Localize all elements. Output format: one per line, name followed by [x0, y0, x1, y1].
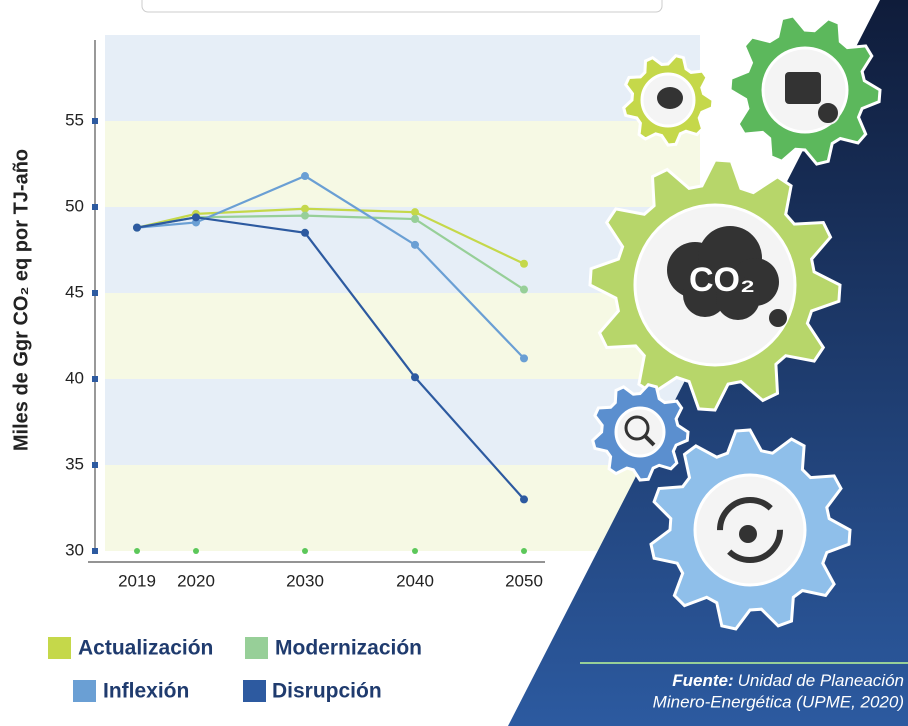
x-tick-label: 2020 — [177, 571, 215, 590]
legend-label: Inflexión — [103, 680, 189, 703]
icon-bubble — [657, 87, 683, 109]
legend-swatch — [243, 680, 266, 702]
point — [301, 228, 309, 237]
icon-calendar — [785, 72, 821, 104]
point — [411, 208, 419, 217]
icon-puff — [769, 309, 787, 327]
point — [301, 172, 309, 181]
x-tick-label: 2019 — [118, 571, 156, 590]
band — [105, 35, 700, 121]
icon-clock — [816, 101, 840, 125]
x-tick — [302, 548, 308, 554]
y-tick-label: 45 — [65, 282, 84, 301]
point — [192, 213, 200, 222]
point — [520, 354, 528, 363]
band — [105, 465, 700, 551]
y-tick — [92, 548, 98, 554]
y-tick — [92, 204, 98, 210]
source-label: Fuente: — [672, 671, 733, 690]
y-axis-label: Miles de Ggr CO₂ eq por TJ-año — [10, 149, 32, 451]
y-tick — [92, 376, 98, 382]
y-tick-label: 50 — [65, 196, 84, 215]
x-tick — [193, 548, 199, 554]
point — [520, 495, 528, 504]
point — [301, 204, 309, 213]
point — [411, 373, 419, 382]
legend-label: Actualización — [78, 637, 213, 660]
point — [520, 285, 528, 294]
icon-cycle — [717, 497, 783, 563]
x-tick — [134, 548, 140, 554]
icon-handle — [643, 434, 656, 447]
point — [133, 223, 141, 232]
point — [301, 211, 309, 220]
point — [411, 240, 419, 249]
y-tick — [92, 118, 98, 124]
y-tick-label: 40 — [65, 368, 84, 387]
icon-magnifier — [624, 415, 650, 441]
point — [520, 259, 528, 268]
legend-label: Disrupción — [272, 680, 382, 703]
x-tick-label: 2040 — [396, 571, 434, 590]
icon-cloud — [683, 273, 727, 317]
x-tick — [521, 548, 527, 554]
x-tick-label: 2050 — [505, 571, 543, 590]
source-text-2: Minero-Energética (UPME, 2020) — [653, 692, 904, 711]
y-tick — [92, 290, 98, 296]
y-tick-label: 30 — [65, 540, 84, 559]
y-tick-label: 35 — [65, 454, 84, 473]
y-tick-label: 55 — [65, 110, 84, 129]
point — [411, 215, 419, 224]
y-tick — [92, 462, 98, 468]
source: Fuente: Unidad de Planeación — [672, 671, 904, 690]
icon-cloud — [716, 276, 760, 320]
legend-swatch — [48, 637, 71, 659]
gear-hub — [614, 406, 666, 458]
x-tick — [412, 548, 418, 554]
legend-label: Modernización — [275, 637, 422, 660]
icon-label: CO₂ — [689, 261, 755, 299]
x-tick-label: 2030 — [286, 571, 324, 590]
icon-cog — [739, 525, 757, 543]
band — [105, 121, 700, 207]
legend-swatch — [73, 680, 96, 702]
source-text: Unidad de Planeación — [738, 671, 904, 690]
top-box — [141, 0, 663, 13]
legend-swatch — [245, 637, 268, 659]
